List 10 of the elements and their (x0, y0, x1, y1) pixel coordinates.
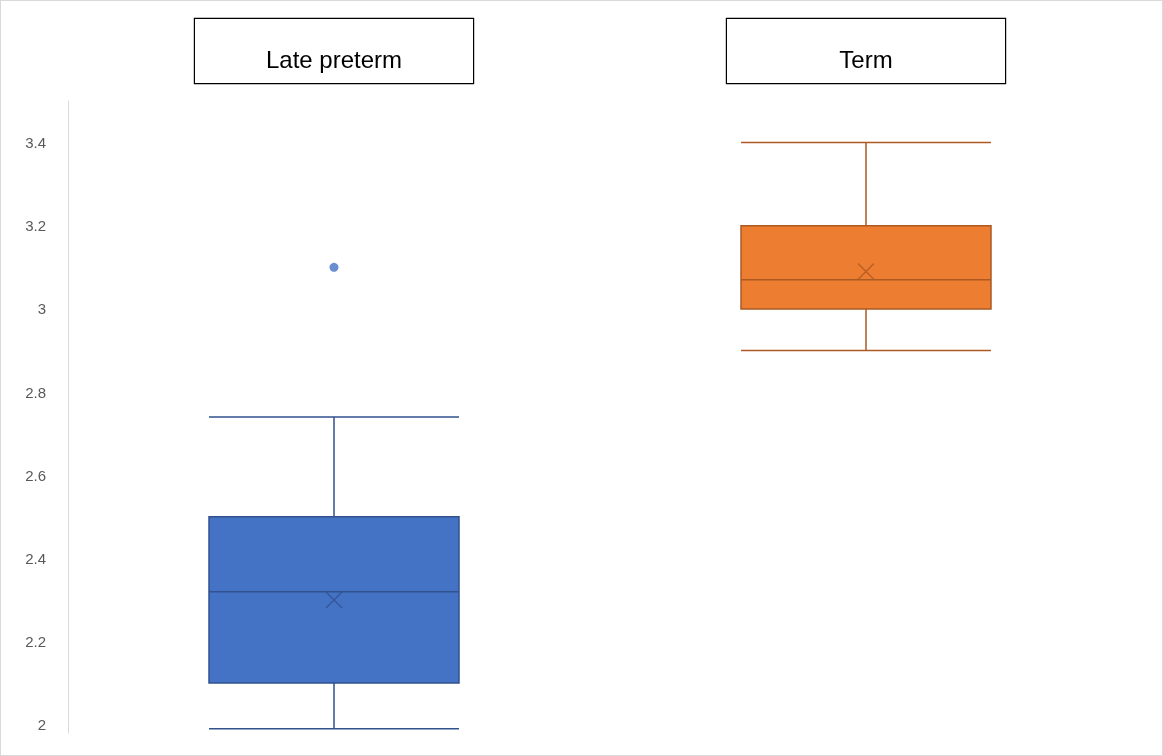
y-tick-label: 2.4 (25, 549, 46, 567)
y-tick-label: 3.4 (25, 134, 46, 152)
x-tick-label: Late preterm (265, 45, 403, 73)
y-tick-label: 3 (37, 300, 46, 318)
y-tick-label: 3.2 (25, 217, 46, 235)
y-tick-label: 2.6 (25, 466, 46, 484)
y-tick-label: 2.8 (25, 383, 46, 401)
x-tick-label: Term (839, 45, 893, 73)
y-tick-label: 2.2 (25, 633, 46, 651)
y-tick-label: 2 (37, 716, 46, 734)
